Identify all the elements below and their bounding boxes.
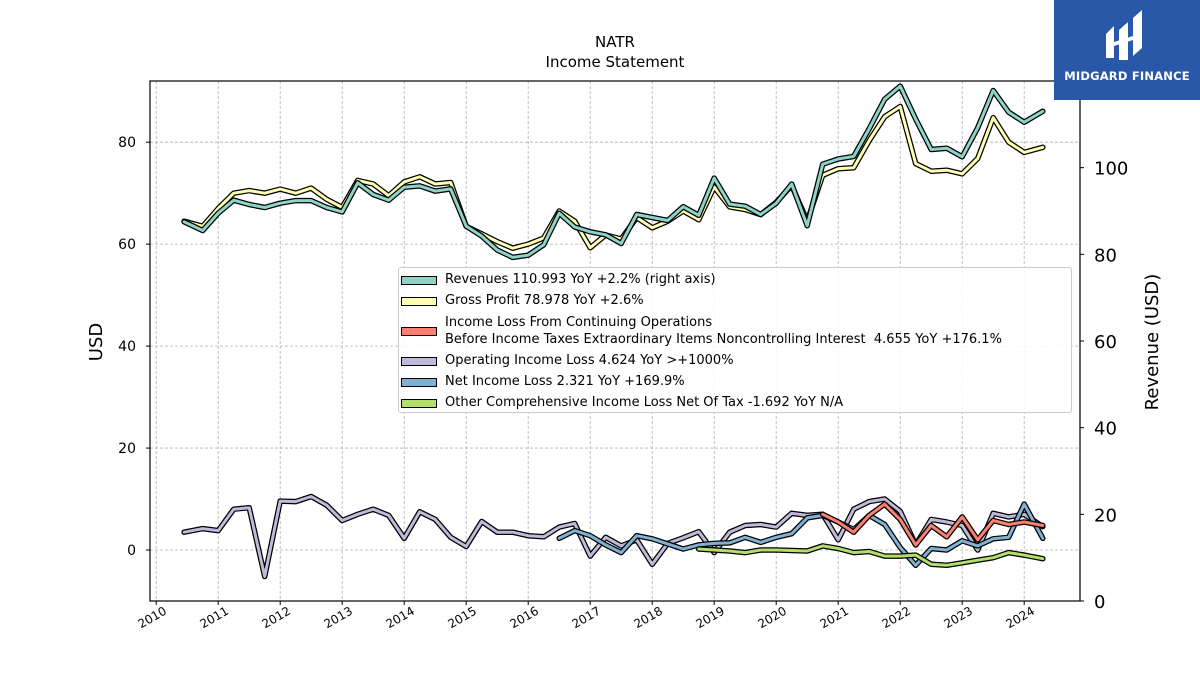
x-tick-label: 2022 (879, 604, 912, 631)
series-1-line (182, 105, 1045, 250)
y-tick-label: 60 (118, 237, 136, 253)
x-tick-label: 2010 (135, 604, 168, 631)
logo-text: MIDGARD FINANCE (1064, 69, 1190, 83)
y-tick-label: 20 (118, 441, 136, 457)
y-tick-label: 0 (127, 543, 136, 559)
legend-label-gross-profit: Gross Profit 78.978 YoY +2.6% (445, 293, 644, 308)
x-tick-label: 2017 (569, 604, 602, 631)
x-tick-label: 2011 (197, 604, 230, 631)
legend-swatch-net-income (401, 378, 437, 387)
y2-tick-label: 40 (1094, 419, 1117, 440)
y-axis-label: USD (86, 323, 107, 361)
series-2-line (821, 502, 1045, 547)
series-4-line (557, 502, 1045, 567)
y2-tick-label: 80 (1094, 245, 1117, 266)
y2-tick-label: 100 (1094, 159, 1128, 180)
y-tick-label: 80 (118, 135, 136, 151)
midgard-finance-logo: MIDGARD FINANCE (1054, 0, 1200, 100)
legend-swatch-gross-profit (401, 297, 437, 306)
series-3-line (182, 495, 1045, 578)
series-5-line (697, 544, 1045, 567)
legend-label-revenues: Revenues 110.993 YoY +2.2% (right axis) (445, 272, 716, 287)
x-tick-label: 2021 (817, 604, 850, 631)
x-tick-label: 2024 (1003, 604, 1036, 631)
y2-tick-label: 20 (1094, 505, 1117, 526)
chart-title: NATR (595, 33, 635, 51)
x-tick-label: 2013 (321, 604, 354, 631)
legend-label-operating-income: Operating Income Loss 4.624 YoY >+1000% (445, 353, 734, 368)
chart-legend: Revenues 110.993 YoY +2.2% (right axis) … (398, 267, 1072, 413)
x-tick-label: 2019 (693, 604, 726, 631)
y2-tick-label: 0 (1094, 592, 1105, 613)
legend-swatch-income-loss-continuing (401, 327, 437, 336)
legend-swatch-revenues (401, 276, 437, 285)
legend-label-income-loss-continuing: Income Loss From Continuing Operations B… (445, 315, 1002, 347)
legend-swatch-other-comprehensive (401, 399, 437, 408)
chart-subtitle: Income Statement (546, 53, 685, 71)
series-1-outline (181, 103, 1046, 251)
series-0-line (182, 84, 1045, 259)
y-tick-label: 40 (118, 339, 136, 355)
series-lines (181, 83, 1046, 580)
logo-mark-icon (1106, 10, 1142, 60)
x-tick-label: 2014 (383, 604, 416, 631)
legend-label-net-income: Net Income Loss 2.321 YoY +169.9% (445, 374, 685, 389)
series-0-outline (181, 83, 1046, 261)
x-tick-label: 2015 (445, 604, 478, 631)
x-tick-label: 2018 (631, 604, 664, 631)
x-tick-label: 2016 (507, 604, 540, 631)
x-tick-label: 2012 (259, 604, 292, 631)
x-tick-label: 2023 (941, 604, 974, 631)
y2-axis-label: Revenue (USD) (1142, 274, 1163, 411)
legend-label-other-comprehensive: Other Comprehensive Income Loss Net Of T… (445, 395, 844, 410)
legend-swatch-operating-income (401, 357, 437, 366)
y2-tick-label: 60 (1094, 332, 1117, 353)
x-tick-label: 2020 (755, 604, 788, 631)
series-5-outline (695, 543, 1046, 569)
